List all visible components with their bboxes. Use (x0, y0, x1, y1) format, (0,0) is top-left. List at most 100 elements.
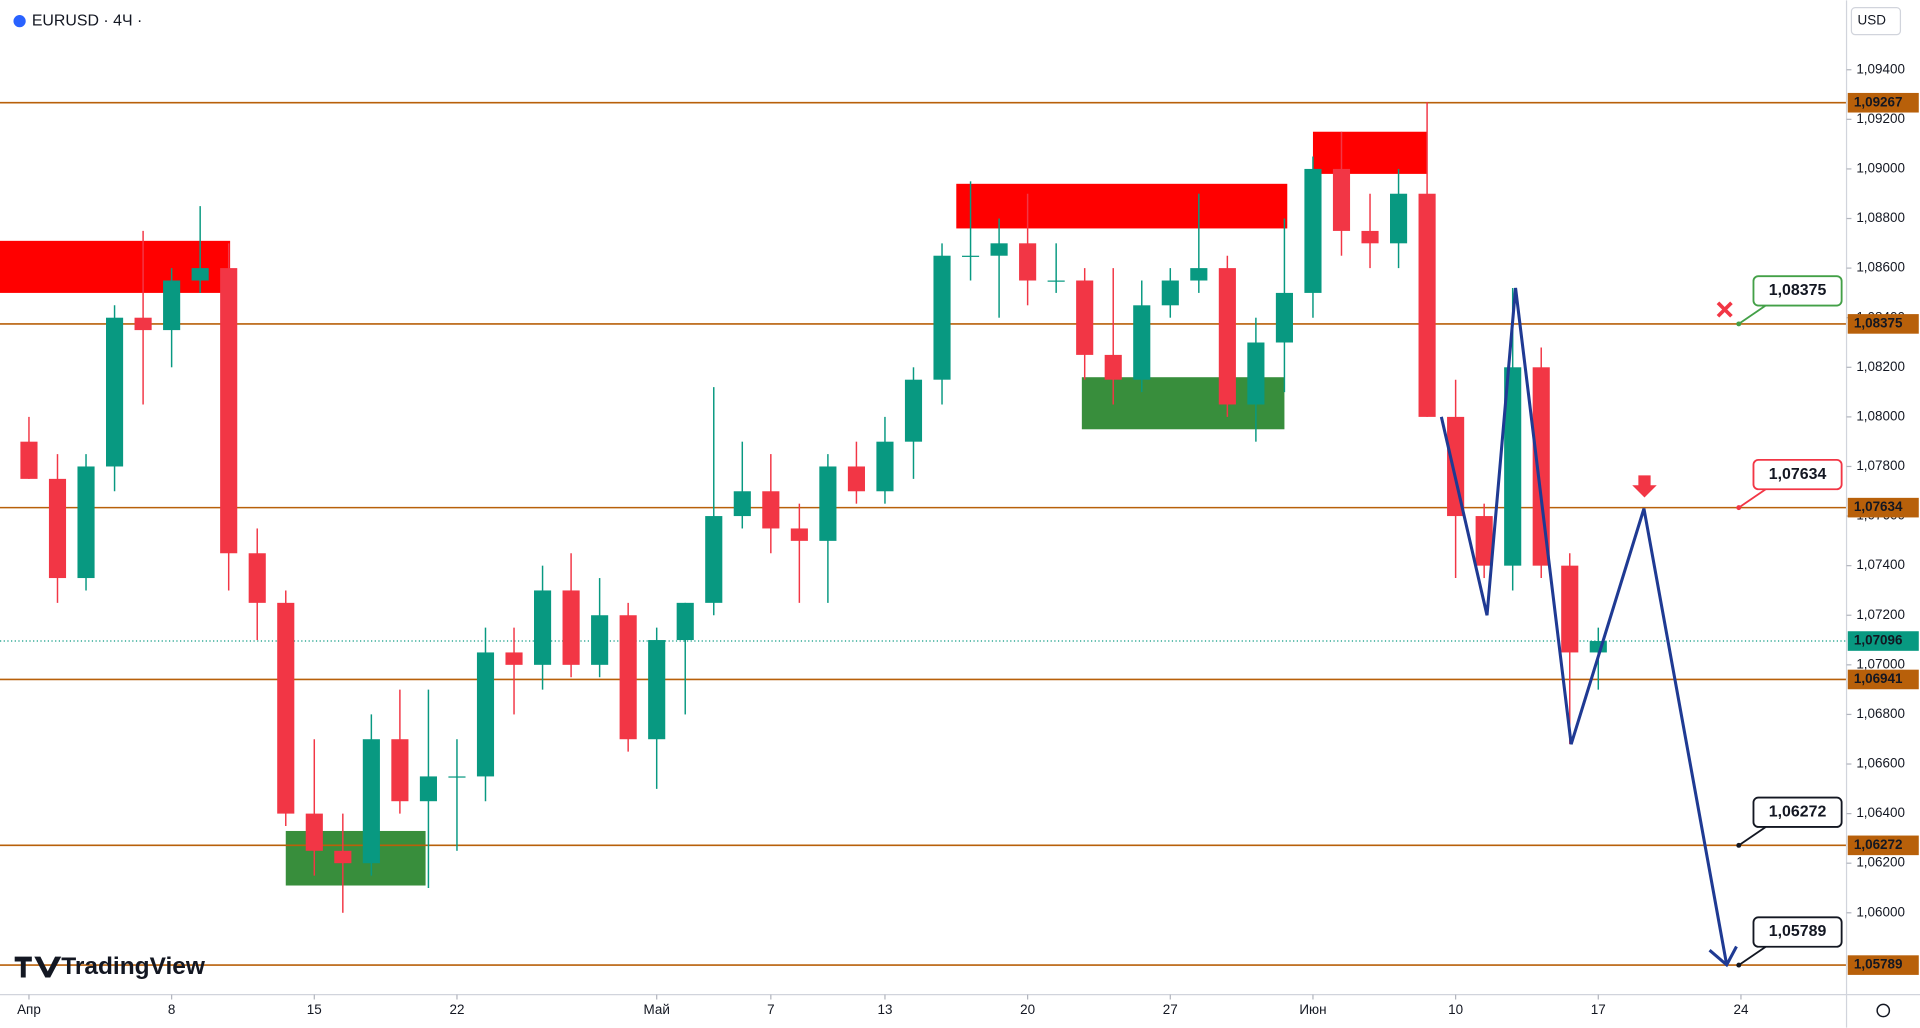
price-badge (1847, 955, 1919, 975)
y-tick-label: 1,08600 (1856, 260, 1905, 275)
candle-body (77, 466, 95, 579)
plot-area (0, 101, 1847, 966)
x-tick-label: Май (644, 1002, 670, 1017)
candle-body (790, 528, 808, 541)
callout-box (1752, 916, 1843, 948)
candle-body (676, 602, 694, 641)
y-tick-label: 1,06200 (1856, 855, 1905, 870)
cancel-marker (1716, 301, 1733, 318)
callout-box (1752, 796, 1843, 828)
x-tick-label: 17 (1591, 1002, 1606, 1017)
candle-body (933, 255, 951, 380)
price-badge-label: 1,07634 (1854, 499, 1903, 514)
y-tick-label: 1,06000 (1856, 904, 1905, 919)
y-tick-label: 1,08000 (1856, 408, 1905, 423)
candle-body (904, 379, 923, 442)
candle-body (1190, 268, 1208, 281)
x-tick-label: Июн (1299, 1002, 1326, 1017)
candle-body (847, 466, 865, 492)
candle-body (248, 553, 266, 603)
x-tick-label: 22 (449, 1002, 464, 1017)
x-tick-label: 10 (1448, 1002, 1463, 1017)
y-tick-label: 1,06600 (1856, 756, 1905, 771)
projection-arrowhead (1708, 945, 1738, 968)
price-badge (1847, 497, 1919, 518)
x-tick-label: 24 (1733, 1002, 1748, 1017)
chart-title: EURUSD · 4Ч · (32, 12, 142, 29)
candle-body (648, 640, 666, 740)
candle-body (419, 776, 437, 802)
candle-body (961, 255, 980, 257)
candle-body (334, 850, 352, 864)
x-tick-label: 7 (767, 1002, 774, 1017)
candle-body (1561, 565, 1579, 653)
candle-body (705, 516, 723, 603)
last-price-label: 1,07096 (1854, 633, 1903, 648)
currency-label[interactable]: USD (1858, 13, 1887, 28)
x-tick-label: 13 (877, 1002, 892, 1017)
settings-icon[interactable] (1876, 1003, 1891, 1018)
symbol-icon (13, 15, 26, 28)
candle-body (106, 317, 124, 467)
candle-body (819, 466, 837, 541)
price-badge-label: 1,06941 (1854, 671, 1903, 686)
y-tick-label: 1,07000 (1856, 656, 1905, 671)
candle-body (762, 491, 780, 529)
candle-body (476, 652, 495, 777)
price-badge (1847, 669, 1919, 690)
y-tick-label: 1,08800 (1856, 210, 1905, 225)
candle-body (1532, 367, 1550, 566)
price-badge (1847, 92, 1919, 113)
candle-body (1218, 268, 1236, 405)
x-tick-label: 15 (307, 1002, 322, 1017)
last-price-badge (1847, 631, 1919, 651)
price-badge (1847, 314, 1919, 334)
candle-body (1504, 367, 1522, 566)
callout-label: 1,08375 (1769, 282, 1827, 299)
x-tick-label: 27 (1163, 1002, 1178, 1017)
callout-box (1752, 275, 1843, 307)
candle-body (591, 615, 609, 665)
y-tick-label: 1,07200 (1856, 607, 1905, 622)
callout-box (1752, 458, 1843, 491)
currency-button[interactable] (1850, 7, 1902, 36)
callout-pointer (1738, 945, 1767, 966)
supply-zone (0, 240, 231, 293)
projection-path (1439, 287, 1729, 966)
callout-pointer (1738, 488, 1767, 509)
price-badge-label: 1,08375 (1854, 315, 1903, 330)
y-tick-label: 1,08200 (1856, 359, 1905, 374)
candle-body (1161, 280, 1179, 306)
y-tick-label: 1,09000 (1856, 160, 1905, 175)
brand-text: TradingView (61, 953, 206, 980)
sell-arrow (1632, 475, 1657, 498)
candle-body (1047, 280, 1065, 282)
candle-body (1304, 168, 1322, 293)
candle-body (448, 776, 466, 778)
candle-body (1361, 230, 1379, 244)
candle-body (1019, 243, 1037, 281)
candle-body (362, 739, 380, 864)
candle-body (505, 652, 523, 665)
callout-pointer (1738, 304, 1767, 325)
candle-body (134, 317, 152, 331)
candle-body (990, 243, 1008, 256)
supply-zone (956, 183, 1288, 229)
candle-body (534, 590, 552, 665)
candle-body (1247, 342, 1265, 405)
y-tick-label: 1,06400 (1856, 805, 1905, 820)
candle-body (20, 441, 38, 479)
candle-body (1332, 168, 1351, 231)
y-tick-label: 1,09200 (1856, 111, 1905, 126)
candle-body (1104, 354, 1122, 380)
candle-body (1275, 292, 1293, 343)
candle-body (277, 602, 295, 814)
candle-body (1389, 193, 1408, 244)
candle-body (1418, 193, 1436, 417)
y-tick-label: 1,07400 (1856, 557, 1905, 572)
candle-body (733, 491, 751, 517)
candle-body (191, 268, 209, 281)
price-badge-label: 1,06272 (1854, 837, 1903, 852)
candle-body (876, 441, 894, 492)
